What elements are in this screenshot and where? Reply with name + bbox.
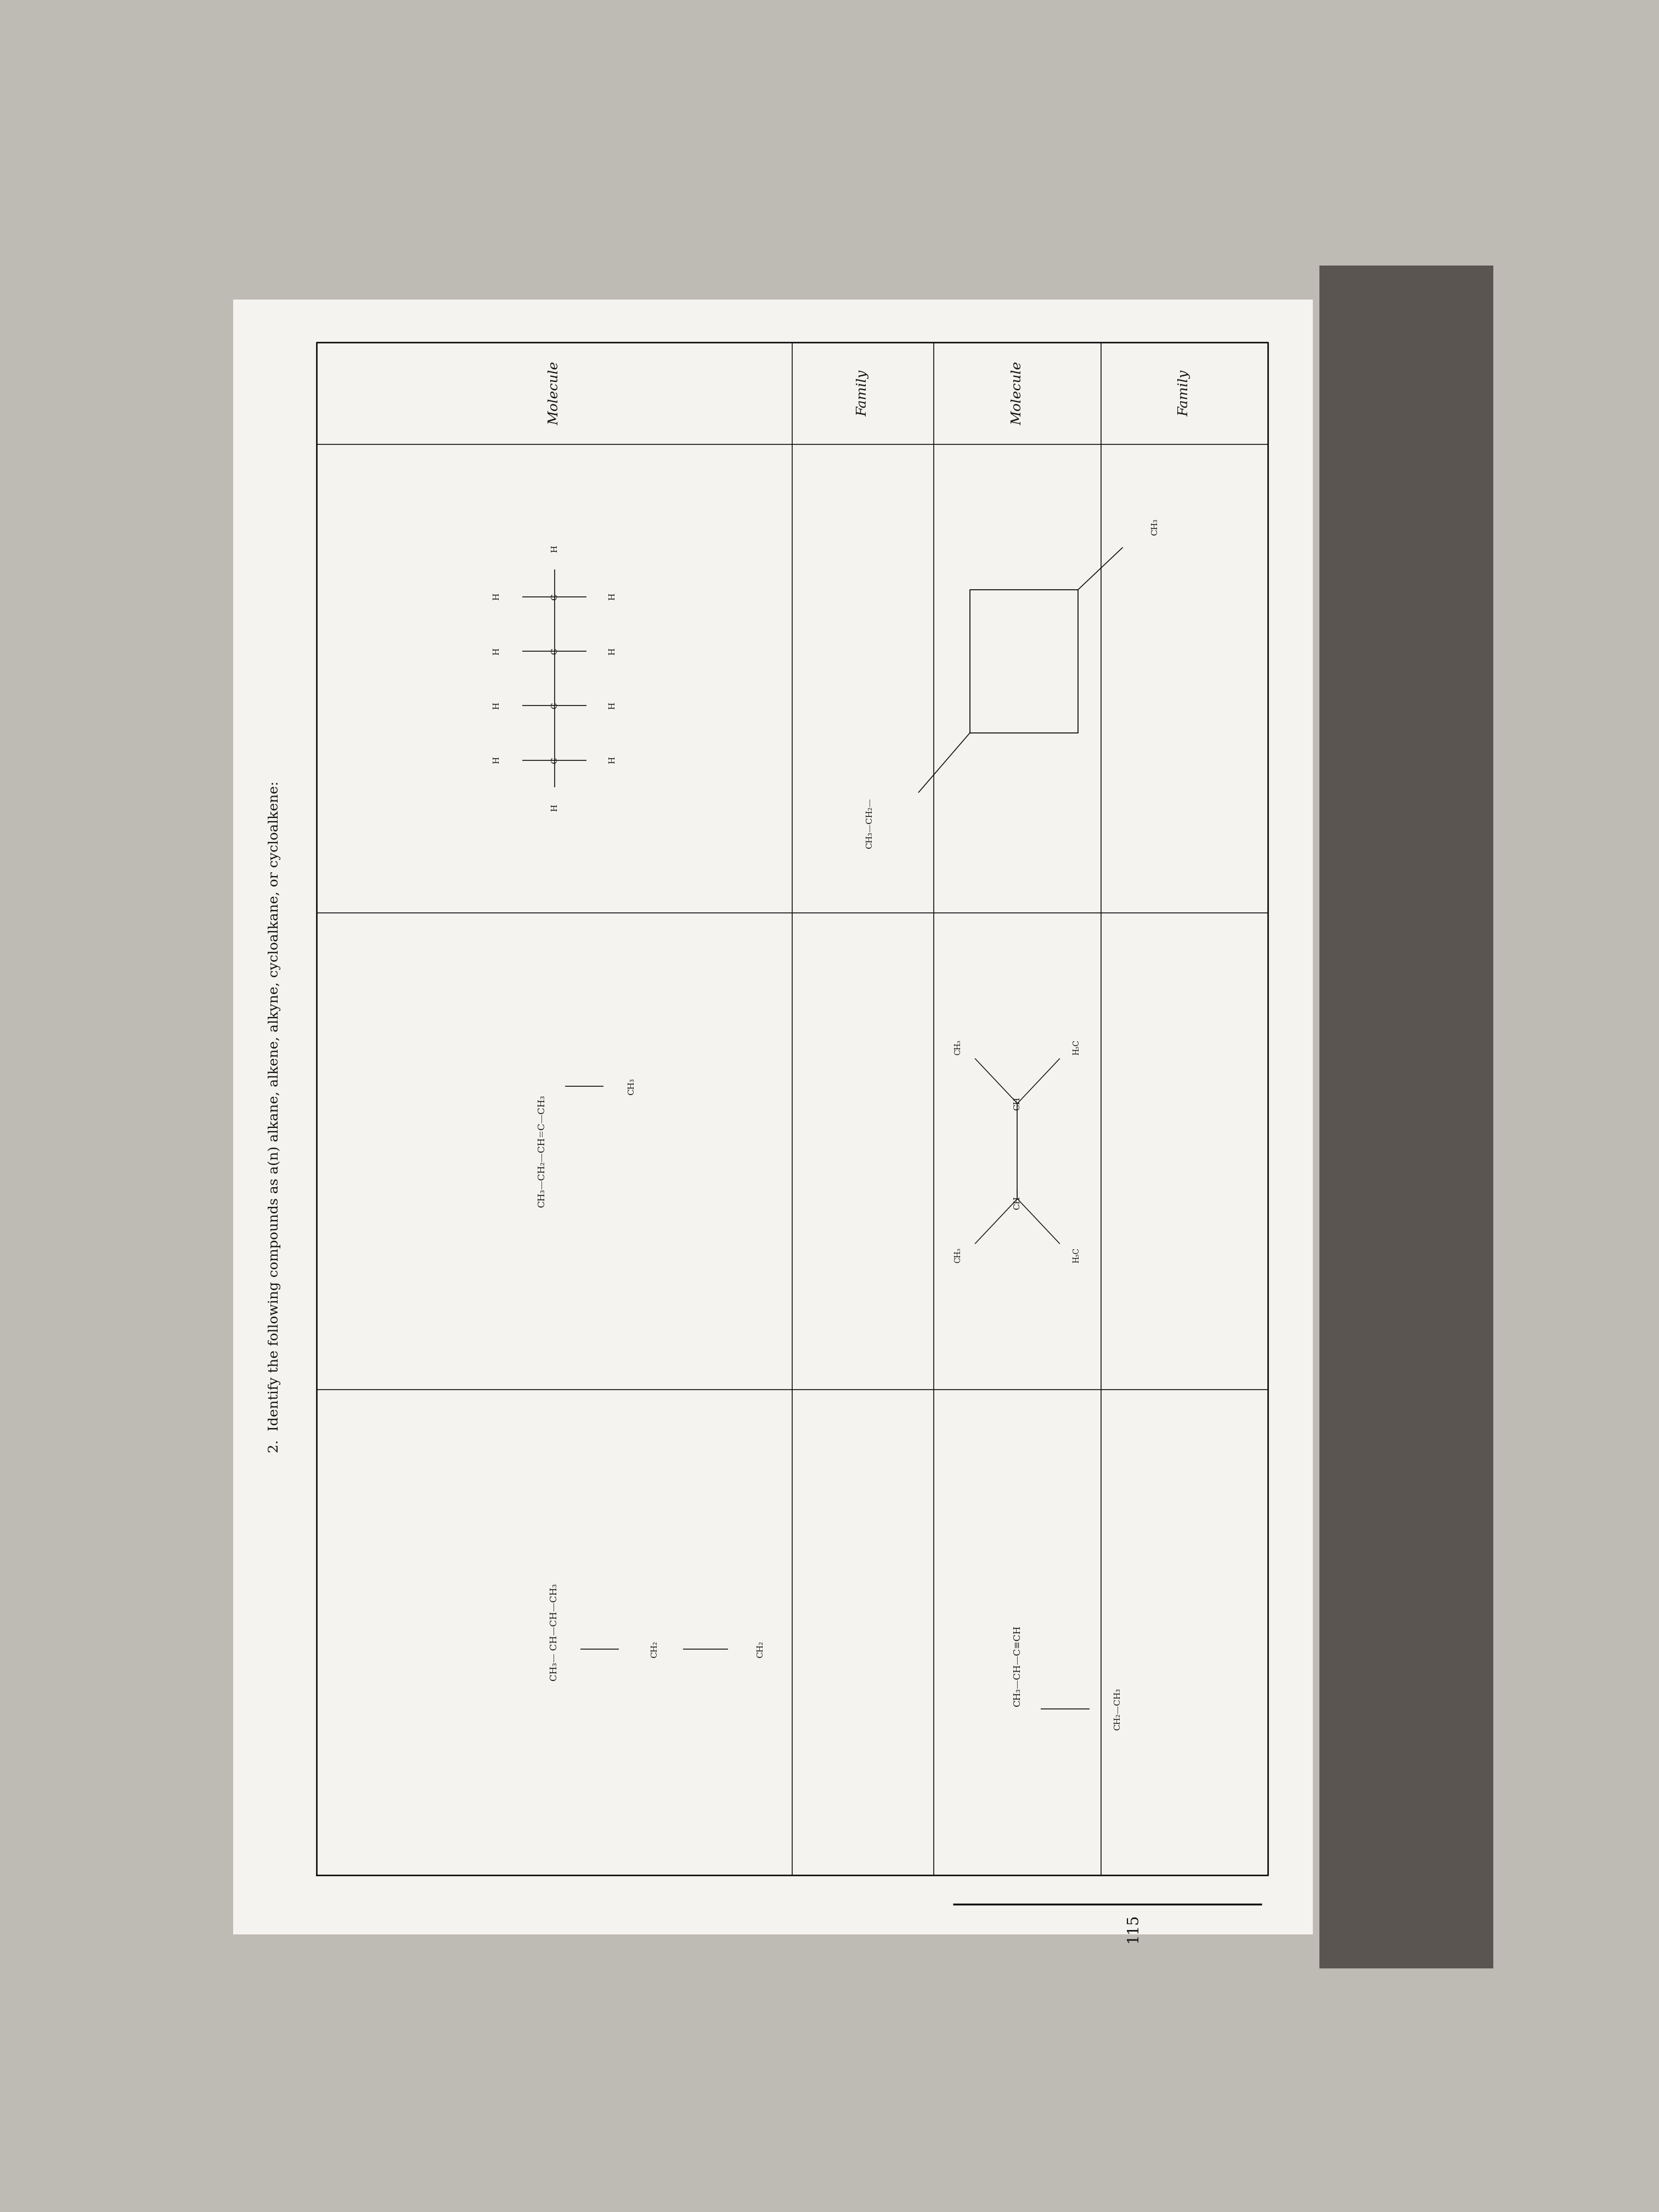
Text: CH—: CH— (1014, 1188, 1022, 1210)
Text: Molecule: Molecule (547, 361, 561, 425)
Text: C: C (551, 757, 559, 763)
Text: H: H (493, 701, 501, 710)
Text: 115: 115 (1126, 1913, 1140, 1942)
Text: CH₃: CH₃ (954, 1040, 962, 1055)
Text: H₃C: H₃C (1073, 1248, 1080, 1263)
FancyBboxPatch shape (1319, 265, 1493, 1969)
Text: CH₂: CH₂ (650, 1641, 659, 1657)
Text: Family: Family (856, 369, 869, 416)
Text: 2.  Identify the following compounds as a(n) alkane, alkene, alkyne, cycloalkane: 2. Identify the following compounds as a… (267, 781, 280, 1453)
Text: Family: Family (1178, 369, 1191, 416)
Text: CH: CH (1014, 1097, 1022, 1110)
Text: CH₃— CH—CH—CH₃: CH₃— CH—CH—CH₃ (549, 1584, 559, 1681)
Text: C: C (551, 648, 559, 655)
Text: CH₂—CH₃: CH₂—CH₃ (1113, 1688, 1121, 1730)
Text: CH₃: CH₃ (627, 1077, 635, 1095)
Text: H: H (551, 546, 559, 553)
FancyBboxPatch shape (232, 299, 1314, 1936)
Text: H: H (493, 648, 501, 655)
Text: CH₂: CH₂ (757, 1641, 765, 1657)
Text: CH₃—CH₂—CH=C—CH₃: CH₃—CH₂—CH=C—CH₃ (538, 1095, 546, 1208)
Text: C: C (551, 703, 559, 708)
Text: H: H (609, 648, 615, 655)
Text: Molecule: Molecule (1010, 361, 1024, 425)
Text: CH₃: CH₃ (1151, 518, 1158, 535)
Text: CH₃: CH₃ (954, 1248, 962, 1263)
Text: H: H (609, 757, 615, 763)
Text: C: C (551, 593, 559, 599)
Text: CH₃—CH—C≡CH: CH₃—CH—C≡CH (1012, 1626, 1022, 1708)
Text: CH₃—CH₂—: CH₃—CH₂— (866, 799, 873, 849)
Text: H: H (551, 805, 559, 812)
Text: H: H (493, 593, 501, 599)
Text: H₃C: H₃C (1073, 1040, 1080, 1055)
Text: H: H (609, 593, 615, 599)
Text: H: H (609, 701, 615, 710)
Text: H: H (493, 757, 501, 763)
